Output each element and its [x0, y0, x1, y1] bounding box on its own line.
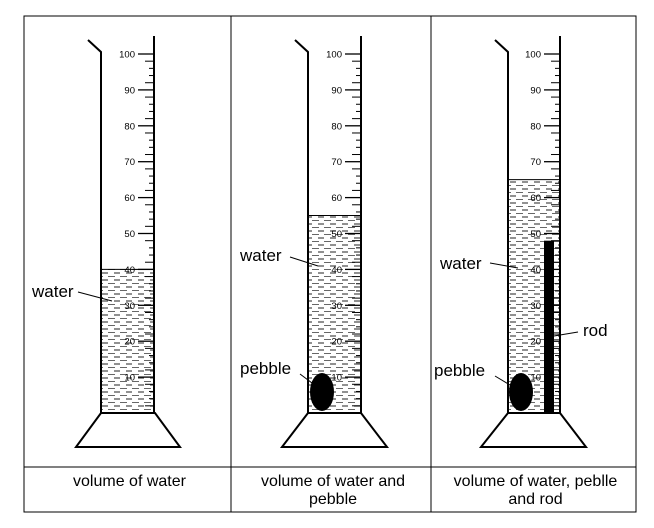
water-label: water	[439, 254, 482, 273]
cylinder-panel-1: 10 20 30 40 50 60 70 80 90 100 water	[31, 36, 182, 448]
pebble-label: pebble	[240, 359, 291, 378]
scale-tick-label: 50	[530, 229, 541, 240]
cylinder-base	[74, 412, 182, 448]
cylinder-base	[478, 412, 589, 448]
scale-tick-label: 90	[124, 85, 135, 96]
rod	[544, 240, 554, 413]
scale-tick-label: 50	[124, 229, 135, 240]
caption-line: and rod	[508, 491, 562, 508]
scale-tick-label: 80	[530, 121, 541, 132]
scale-tick-label: 30	[124, 301, 135, 312]
scale-tick-label: 20	[530, 337, 541, 348]
scale-tick-label: 70	[124, 157, 135, 168]
scale-tick-label: 70	[530, 157, 541, 168]
scale-tick-label: 20	[124, 337, 135, 348]
scale-tick-label: 30	[530, 301, 541, 312]
caption-line: pebble	[309, 491, 357, 508]
cylinder-base	[279, 412, 390, 448]
water-label: water	[239, 246, 282, 265]
pebble	[310, 373, 334, 411]
scale-tick-label: 80	[331, 121, 342, 132]
scale-tick-label: 80	[124, 121, 135, 132]
caption-line: volume of water	[73, 473, 187, 490]
scale-tick-label: 60	[530, 193, 541, 204]
scale-tick-label: 10	[124, 373, 135, 384]
table-frame	[23, 15, 637, 513]
scale-tick-label: 90	[530, 85, 541, 96]
scale-tick-label: 60	[124, 193, 135, 204]
scale-tick-label: 100	[326, 50, 342, 61]
water-leader-line	[77, 291, 113, 302]
scale-tick-label: 30	[331, 301, 342, 312]
rod-leader-line	[553, 331, 579, 337]
cylinder-left-wall	[87, 39, 102, 413]
panels: 10 20 30 40 50 60 70 80 90 100 water volume of wate…	[31, 36, 617, 508]
scale-tick-label: 10	[530, 373, 541, 384]
scale-tick-label: 40	[331, 265, 342, 276]
pebble-leader-line	[299, 373, 313, 384]
scale-tick-label: 100	[525, 50, 541, 61]
scale-tick-label: 40	[124, 265, 135, 276]
water-leader-line	[289, 256, 319, 267]
water-leader-line	[489, 262, 519, 269]
water-label: water	[31, 282, 74, 301]
scale-tick-label: 40	[530, 265, 541, 276]
cylinder-left-wall	[494, 39, 509, 413]
scale-tick-label: 50	[331, 229, 342, 240]
scale-tick-label: 70	[331, 157, 342, 168]
table-border	[23, 15, 637, 513]
caption-line: volume of water and	[261, 473, 405, 490]
scale-tick-label: 100	[119, 50, 135, 61]
cylinder-panel-2: 10 20 30 40 50 60 70 80 90 100 water pebble	[239, 36, 390, 448]
pebble-leader-line	[494, 375, 511, 386]
rod-label: rod	[583, 321, 608, 340]
scale-tick-label: 20	[331, 337, 342, 348]
scale-tick-label: 90	[331, 85, 342, 96]
pebble-label: pebble	[434, 361, 485, 380]
caption-line: volume of water, peblle	[454, 473, 618, 490]
pebble	[509, 373, 533, 411]
scale-tick-label: 10	[331, 373, 342, 384]
cylinder-panel-3: 10 20 30 40 50 60 70 80 90 100 water pebble rod	[434, 36, 608, 448]
cylinder-left-wall	[294, 39, 309, 413]
scale-tick-label: 60	[331, 193, 342, 204]
